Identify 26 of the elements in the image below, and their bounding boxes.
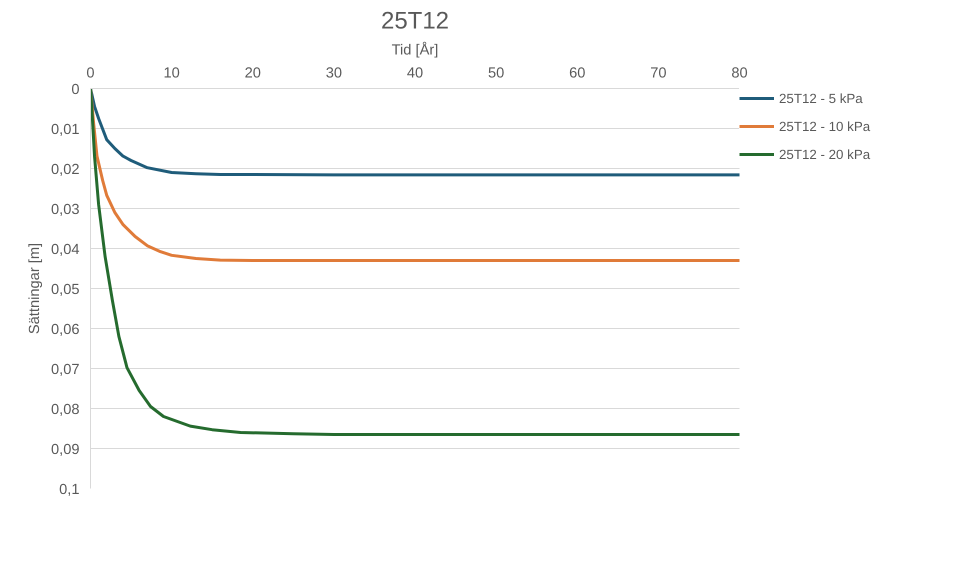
y-tick-label: 0 — [71, 82, 80, 98]
y-tick-label: 0,03 — [50, 202, 80, 218]
legend-label: 25T12 - 20 kPa — [779, 146, 870, 162]
x-tick-label: 40 — [406, 66, 424, 82]
x-tick-label: 20 — [244, 66, 261, 82]
y-tick-label: 0,01 — [50, 122, 80, 138]
y-tick-label: 0,05 — [50, 282, 80, 298]
x-tick-label: 30 — [326, 66, 342, 82]
x-tick-label: 70 — [650, 66, 667, 82]
x-tick-label: 80 — [731, 66, 748, 82]
legend-label: 25T12 - 10 kPa — [779, 118, 870, 134]
x-tick-label: 50 — [488, 66, 504, 82]
y-tick-label: 0,04 — [50, 242, 80, 258]
x-tick-label: 10 — [163, 66, 180, 82]
x-tick-label: 0 — [86, 66, 95, 82]
y-tick-label: 0,08 — [50, 402, 80, 418]
x-axis-title: Tid [År] — [392, 42, 438, 58]
y-tick-label: 0,07 — [50, 362, 80, 378]
y-axis-title: Sättningar [m] — [26, 242, 43, 334]
y-tick-label: 0,02 — [50, 162, 80, 178]
x-tick-label: 60 — [569, 66, 586, 82]
y-tick-label: 0,1 — [59, 482, 80, 498]
y-tick-label: 0,09 — [50, 442, 80, 458]
y-tick-label: 0,06 — [50, 322, 80, 338]
chart-title: 25T12 — [380, 8, 450, 34]
legend-label: 25T12 - 5 kPa — [779, 90, 863, 106]
